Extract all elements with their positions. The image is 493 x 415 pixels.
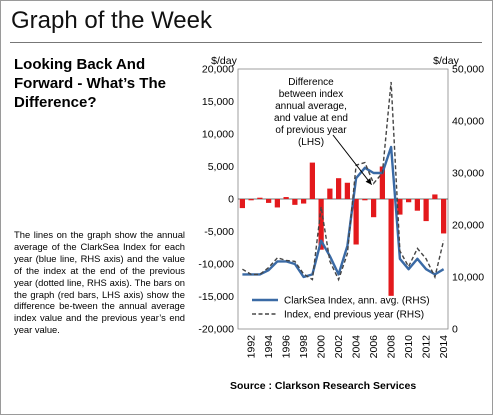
difference-bar	[441, 199, 447, 234]
difference-bar	[301, 199, 307, 204]
difference-bar	[239, 199, 245, 209]
annotation-arrow	[332, 134, 373, 186]
difference-bar	[432, 194, 438, 199]
left-axis-tick-label: -20,000	[198, 324, 234, 336]
x-axis-tick-label: 2002	[333, 335, 345, 359]
left-axis-tick-label: 20,000	[202, 64, 234, 76]
left-axis-tick-label: -10,000	[198, 259, 234, 271]
annotation-arrow-head	[365, 178, 372, 185]
difference-bar	[362, 199, 368, 201]
left-axis-tick-label: -15,000	[198, 291, 234, 303]
right-axis-tick-label: 20,000	[452, 220, 484, 232]
end-previous-year-line	[242, 81, 445, 282]
x-axis-tick-label: 2010	[403, 335, 415, 359]
x-axis-tick-label: 2006	[368, 335, 380, 359]
x-axis-tick-label: 2008	[386, 335, 398, 359]
right-axis-tick-label: 40,000	[452, 116, 484, 128]
x-axis-tick-label: 2004	[351, 335, 363, 359]
difference-bar	[388, 199, 394, 296]
title-divider	[10, 42, 482, 43]
difference-bar	[257, 197, 263, 199]
left-axis-tick-label: -5,000	[204, 226, 234, 238]
difference-bar	[379, 166, 385, 199]
difference-bar	[371, 199, 377, 218]
page-title: Graph of the Week	[11, 7, 212, 34]
left-axis-tick-label: 10,000	[202, 129, 234, 141]
left-axis-tick-label: 15,000	[202, 96, 234, 108]
difference-bar	[309, 162, 315, 199]
legend-label-annual-average: ClarkSea Index, ann. avg. (RHS)	[284, 296, 430, 307]
x-axis-tick-label: 2012	[421, 335, 433, 359]
left-axis-tick-label: 0	[228, 194, 234, 206]
x-axis-tick-label: 2014	[438, 335, 450, 359]
difference-bar	[336, 178, 342, 199]
annotation-text: Difference	[288, 77, 334, 88]
annual-average-line	[242, 145, 445, 279]
difference-bar	[414, 199, 420, 211]
clarksea-chart: 20,000 15,000 10,000 5,000 0 -5,000 -10,000 -15…	[198, 55, 484, 359]
right-axis-tick-label: 30,000	[452, 168, 484, 180]
source-note: Source : Clarkson Research Services	[230, 380, 417, 392]
difference-bar	[406, 199, 412, 203]
x-axis-tick-label: 1994	[263, 335, 275, 359]
left-axis-tick-label: 5,000	[208, 161, 234, 173]
difference-bar	[397, 199, 403, 215]
annotation-text: (LHS)	[298, 137, 324, 148]
difference-bar	[353, 199, 359, 245]
difference-bar	[318, 199, 324, 250]
x-axis-tick-label: 1996	[281, 335, 293, 359]
difference-bar	[327, 188, 333, 199]
right-axis-unit: $/day	[433, 55, 459, 67]
chart-heading: Looking Back And Forward - What’s The Di…	[14, 56, 166, 111]
annotation-text: between index	[279, 89, 344, 100]
x-axis-tick-label: 1992	[246, 335, 258, 359]
right-axis-tick-label: 10,000	[452, 272, 484, 284]
difference-bar	[248, 199, 254, 201]
difference-bar	[292, 199, 298, 205]
difference-bar	[266, 199, 272, 203]
difference-bar	[423, 199, 429, 222]
right-axis-tick-label: 50,000	[452, 64, 484, 76]
annotation-text: of previous year	[275, 125, 347, 136]
chart-description: The lines on the graph show the annual a…	[14, 229, 185, 336]
x-axis-tick-label: 1998	[298, 335, 310, 359]
difference-bar	[274, 199, 280, 208]
x-axis-tick-label: 2000	[316, 335, 328, 359]
right-axis-tick-label: 0	[452, 324, 458, 336]
annotation-text: and value at end	[274, 113, 348, 124]
legend-label-end-previous-year: Index, end previous year (RHS)	[284, 310, 424, 321]
annotation-text: annual average,	[275, 101, 347, 112]
difference-bar	[283, 197, 289, 199]
left-axis-unit: $/day	[211, 55, 237, 67]
difference-bar	[344, 182, 350, 199]
